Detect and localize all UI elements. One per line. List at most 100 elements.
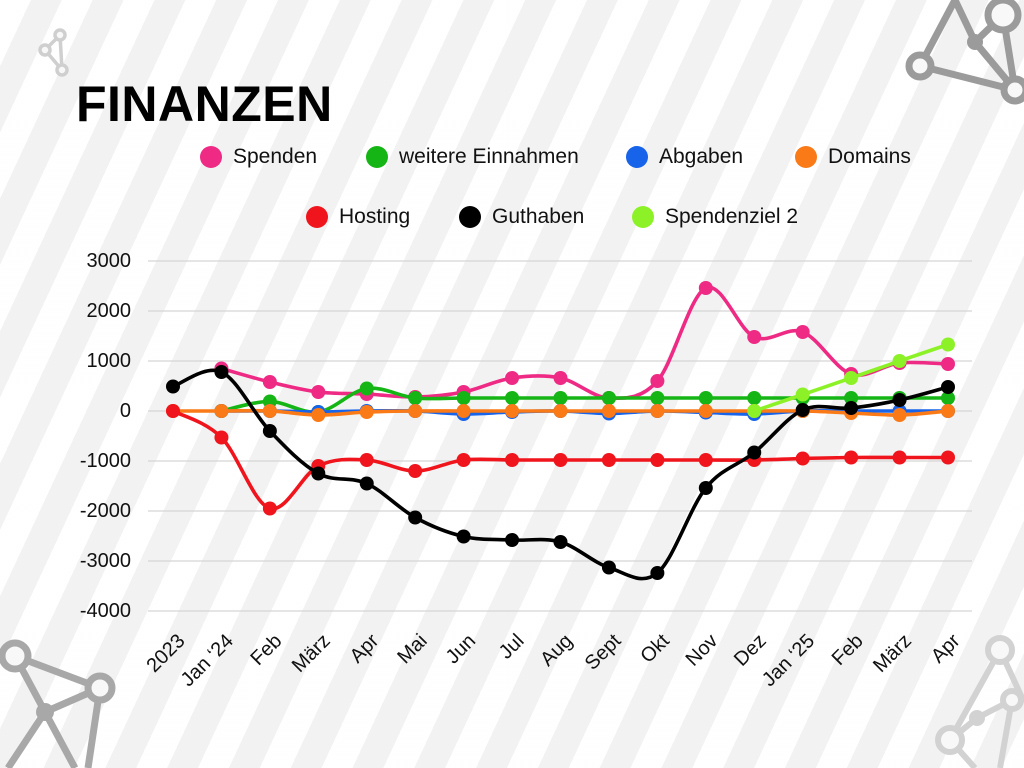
data-point-guthaben xyxy=(359,476,374,491)
data-point-guthaben xyxy=(795,403,810,417)
data-point-domains xyxy=(505,404,520,418)
x-tick-label: Aug xyxy=(536,630,577,671)
data-point-guthaben xyxy=(747,445,762,460)
legend-label: Spendenziel 2 xyxy=(665,205,799,228)
data-point-hosting xyxy=(698,453,713,467)
legend-label: Guthaben xyxy=(492,205,585,228)
data-point-domains xyxy=(262,404,277,418)
data-point-guthaben xyxy=(892,393,907,407)
data-point-weitere-einnahmen xyxy=(941,391,955,405)
data-point-domains xyxy=(941,404,955,418)
x-tick-label: Jan ‘24 xyxy=(177,630,238,691)
data-point-domains xyxy=(456,404,471,418)
data-point-domains xyxy=(359,405,374,419)
y-tick-label: -4000 xyxy=(80,600,131,622)
data-point-spenden xyxy=(262,375,277,389)
data-point-hosting xyxy=(941,450,955,465)
legend-label: Hosting xyxy=(339,205,411,228)
data-point-hosting xyxy=(456,453,471,467)
data-point-hosting xyxy=(262,501,277,516)
data-point-domains xyxy=(311,408,326,422)
data-point-spenden xyxy=(505,371,520,385)
data-point-hosting xyxy=(795,451,810,466)
x-tick-label: Jun xyxy=(442,630,480,668)
legend-item-guthaben: Guthaben xyxy=(459,205,584,229)
legend-label: Abgaben xyxy=(659,145,744,168)
network-icon xyxy=(905,0,1024,105)
data-point-weitere-einnahmen xyxy=(359,381,374,396)
y-tick-label: 0 xyxy=(120,400,131,422)
data-point-hosting xyxy=(359,453,374,467)
y-tick-label: -1000 xyxy=(80,450,131,472)
x-tick-label: Jan ‘25 xyxy=(758,630,819,691)
data-point-spenden xyxy=(311,385,326,399)
chart-title: FINANZEN xyxy=(76,76,333,132)
data-point-hosting xyxy=(553,453,568,467)
data-point-hosting xyxy=(650,453,665,467)
x-tick-label: März xyxy=(869,630,916,677)
data-point-hosting xyxy=(166,404,180,418)
legend-swatch xyxy=(632,206,654,228)
legend-swatch xyxy=(366,146,388,168)
data-point-guthaben xyxy=(650,566,665,580)
legend-label: Spenden xyxy=(233,145,318,168)
data-point-weitere-einnahmen xyxy=(698,391,713,405)
x-tick-label: Feb xyxy=(246,630,286,670)
legend-item-spenden: Spenden xyxy=(200,145,317,169)
data-point-domains xyxy=(553,404,568,418)
legend-item-weitere-einnahmen: weitere Einnahmen xyxy=(366,145,579,169)
legend-item-domains: Domains xyxy=(795,145,911,169)
legend-item-hosting: Hosting xyxy=(306,205,410,229)
data-point-hosting xyxy=(844,450,859,465)
data-point-spendenziel-2 xyxy=(795,387,810,402)
x-tick-label: Jul xyxy=(495,630,529,664)
x-tick-label: Apr xyxy=(346,630,384,668)
data-point-domains xyxy=(698,404,713,418)
data-point-spenden xyxy=(747,330,762,344)
series-guthaben xyxy=(166,365,955,581)
series-line-weitere-einnahmen xyxy=(219,386,950,414)
data-point-weitere-einnahmen xyxy=(747,391,762,405)
legend-item-abgaben: Abgaben xyxy=(626,145,743,169)
data-point-guthaben xyxy=(214,365,229,379)
x-tick-label: März xyxy=(288,630,335,677)
series-hosting xyxy=(166,404,955,516)
x-tick-label: Sept xyxy=(581,630,626,675)
data-point-domains xyxy=(650,404,665,418)
data-point-hosting xyxy=(892,450,907,465)
data-point-guthaben xyxy=(166,379,180,394)
data-point-weitere-einnahmen xyxy=(408,391,423,405)
data-point-domains xyxy=(601,404,616,418)
x-tick-label: Mai xyxy=(393,630,431,668)
x-tick-label: Apr xyxy=(927,630,965,668)
y-tick-label: 3000 xyxy=(87,250,132,272)
y-axis: 3000 2000 1000 0 -1000 -2000 -3000 -4000 xyxy=(80,250,131,622)
legend-swatch xyxy=(200,146,222,168)
series xyxy=(166,281,955,581)
data-point-domains xyxy=(892,408,907,422)
data-point-guthaben xyxy=(408,510,423,525)
data-point-hosting xyxy=(505,453,520,467)
data-point-hosting xyxy=(408,464,423,478)
x-tick-label: Feb xyxy=(828,630,868,670)
x-tick-label: Okt xyxy=(636,630,674,668)
data-point-weitere-einnahmen xyxy=(601,391,616,405)
network-icon xyxy=(38,28,69,77)
data-point-guthaben xyxy=(844,401,859,415)
data-point-spendenziel-2 xyxy=(747,404,762,418)
series-spenden xyxy=(214,281,955,405)
data-point-weitere-einnahmen xyxy=(505,391,520,405)
data-point-weitere-einnahmen xyxy=(553,391,568,405)
legend-swatch xyxy=(626,146,648,168)
data-point-spenden xyxy=(941,357,955,371)
data-point-weitere-einnahmen xyxy=(844,391,859,405)
legend-swatch xyxy=(795,146,817,168)
y-tick-label: 2000 xyxy=(87,300,132,322)
network-icon xyxy=(935,635,1024,768)
data-point-guthaben xyxy=(698,481,713,495)
legend-label: weitere Einnahmen xyxy=(399,145,579,168)
data-point-weitere-einnahmen xyxy=(456,391,471,405)
